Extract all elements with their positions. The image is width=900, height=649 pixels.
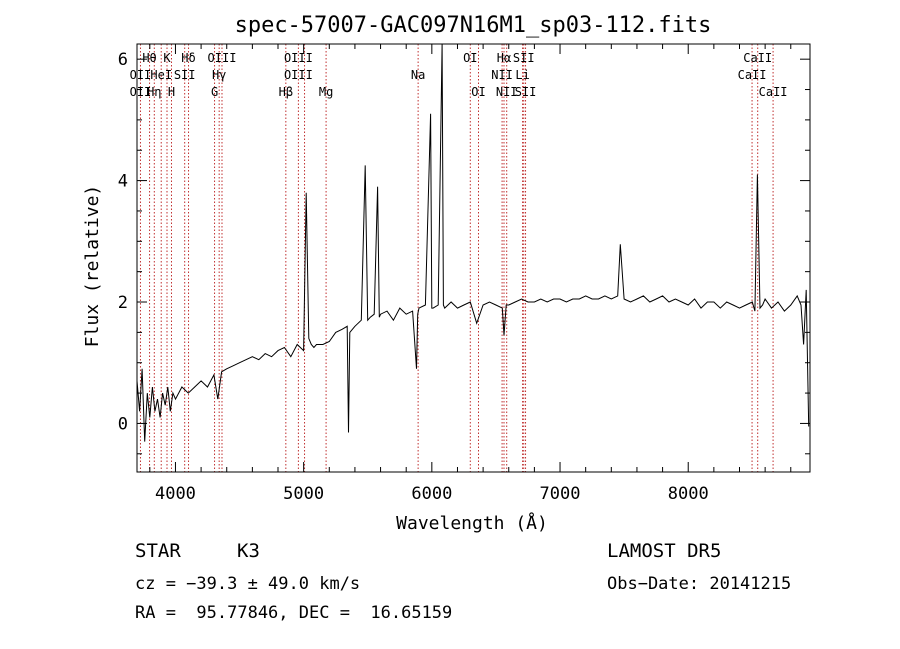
line-marker-label: OIII — [284, 68, 313, 82]
line-marker-label: SII — [513, 51, 535, 65]
y-tick-label: 0 — [118, 414, 128, 434]
line-marker-label: NII — [491, 68, 513, 82]
line-marker-label: OII — [130, 68, 152, 82]
line-marker-label: OIII — [284, 51, 313, 65]
line-marker-label: HeI — [150, 68, 172, 82]
y-tick-label: 6 — [118, 50, 128, 70]
line-marker-label: CaII — [743, 51, 772, 65]
survey-name: LAMOST DR5 — [607, 540, 722, 562]
line-marker-label: Li — [515, 68, 529, 82]
spectrum-line — [136, 43, 810, 442]
line-marker-label: SII — [515, 85, 537, 99]
coordinates: RA = 95.77846, DEC = 16.65159 — [135, 603, 453, 623]
x-tick-label: 6000 — [411, 484, 452, 504]
line-marker-label: CaII — [759, 85, 788, 99]
line-marker-label: K — [163, 51, 171, 65]
x-tick-label: 4000 — [155, 484, 196, 504]
line-marker-label: Hη — [147, 85, 161, 99]
line-marker-label: Na — [411, 68, 425, 82]
line-marker-label: G — [211, 85, 218, 99]
x-tick-label: 7000 — [540, 484, 581, 504]
x-axis-label: Wavelength (Å) — [396, 512, 548, 534]
line-marker-label: Hα — [497, 51, 511, 65]
line-marker-label: Hγ — [212, 68, 226, 82]
line-marker-label: OI — [471, 85, 485, 99]
obs-date: Obs−Date: 20141215 — [607, 574, 792, 594]
object-class: STAR — [135, 540, 181, 562]
x-axis: 4000 5000 6000 7000 8000 — [149, 44, 792, 504]
line-marker-label: Hβ — [279, 85, 293, 99]
y-tick-label: 2 — [118, 293, 128, 313]
chart-title: spec-57007-GAC097N16M1_sp03-112.fits — [235, 13, 712, 38]
plot-frame — [136, 43, 811, 473]
x-tick-label: 8000 — [668, 484, 709, 504]
y-axis: 0 2 4 6 — [118, 50, 810, 455]
line-marker-label: Mg — [319, 85, 333, 99]
y-tick-label: 4 — [118, 172, 128, 192]
line-marker-label: NII — [496, 85, 518, 99]
redshift-readout: cz = −39.3 ± 49.0 km/s — [135, 574, 361, 594]
x-tick-label: 5000 — [283, 484, 324, 504]
line-marker-label: CaII — [738, 68, 767, 82]
line-marker-label: OIII — [208, 51, 237, 65]
spectral-subclass: K3 — [237, 540, 260, 562]
line-marker-label: Hδ — [181, 51, 195, 65]
y-axis-label: Flux (relative) — [82, 185, 103, 348]
line-marker-label: SII — [174, 68, 196, 82]
line-marker-label: OI — [463, 51, 477, 65]
line-marker-label: Hθ — [142, 51, 156, 65]
line-marker-label: H — [168, 85, 175, 99]
line-marker-label: OII — [130, 85, 152, 99]
